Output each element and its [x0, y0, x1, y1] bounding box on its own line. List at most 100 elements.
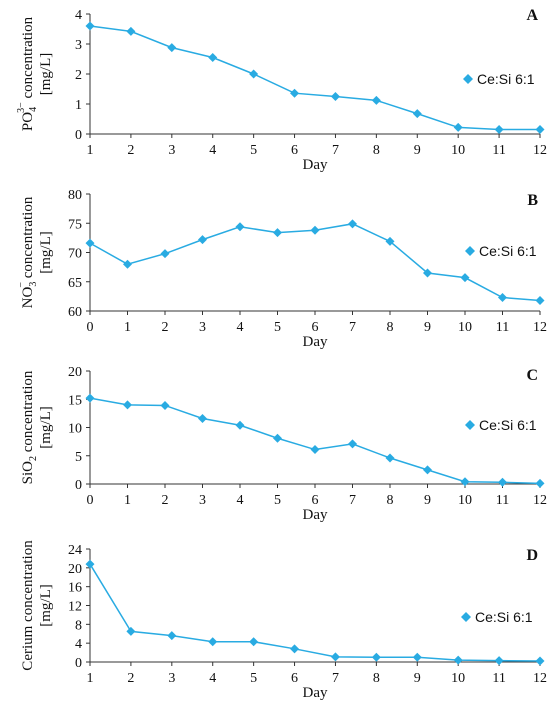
x-tick-label: 1: [87, 143, 94, 158]
y-tick-label: 12: [68, 600, 82, 615]
x-tick-label: 6: [312, 320, 319, 335]
y-tick-label: 0: [75, 656, 82, 671]
x-tick-label: 5: [250, 671, 257, 686]
legend-label: Ce:Si 6:1: [479, 243, 537, 259]
y-tick-label: 2: [75, 68, 82, 83]
data-point: [310, 445, 320, 455]
data-point: [498, 293, 507, 303]
x-tick-label: 4: [209, 671, 216, 686]
panel-letter: A: [526, 7, 538, 24]
x-tick-label: 11: [496, 493, 509, 508]
data-point: [160, 249, 170, 259]
x-tick-label: 3: [168, 143, 175, 158]
y-axis-title: PO43− concentration: [16, 16, 39, 131]
y-tick-label: 24: [68, 543, 82, 558]
data-point: [85, 393, 95, 403]
data-point: [160, 400, 170, 410]
x-tick-label: 11: [492, 143, 505, 158]
x-tick-label: 4: [237, 493, 244, 508]
x-tick-label: 1: [124, 493, 131, 508]
x-tick-label: 3: [199, 320, 206, 335]
data-point: [535, 656, 545, 666]
x-tick-label: 5: [250, 143, 257, 158]
series-line: [89, 563, 541, 662]
x-tick-label: 0: [87, 320, 94, 335]
data-point: [453, 655, 463, 665]
data-point: [235, 222, 245, 232]
y-axis-title-superscript: −: [16, 282, 27, 288]
legend-label: Ce:Si 6:1: [477, 71, 535, 87]
y-axis-unit: [mg/L]: [38, 584, 54, 627]
y-tick-label: 0: [75, 478, 82, 493]
y-tick-label: 60: [68, 305, 82, 320]
data-point: [167, 43, 177, 53]
data-point: [330, 92, 340, 101]
data-point: [498, 477, 507, 487]
y-axis-title-superscript: 3−: [16, 102, 27, 113]
y-axis-title-subscript: 3: [28, 282, 39, 287]
y-axis-title-main: PO: [20, 112, 36, 131]
data-point: [535, 478, 545, 488]
y-axis-title-subscript: 2: [28, 456, 39, 461]
y-tick-label: 1: [75, 98, 82, 113]
x-tick-label: 2: [127, 671, 134, 686]
x-tick-label: 2: [162, 320, 169, 335]
x-axis-title: Day: [303, 334, 328, 350]
x-tick-label: 1: [124, 320, 131, 335]
x-tick-label: 9: [424, 320, 431, 335]
y-axis-title-rest: concentration: [20, 540, 36, 626]
data-point: [290, 88, 300, 98]
data-point: [273, 433, 282, 443]
y-tick-label: 65: [68, 276, 82, 291]
legend-marker: [465, 246, 475, 256]
x-tick-label: 12: [533, 320, 547, 335]
data-point: [123, 400, 132, 410]
x-tick-label: 10: [451, 143, 465, 158]
data-point: [85, 559, 95, 569]
data-point: [460, 477, 470, 487]
data-point: [348, 439, 357, 449]
data-point: [198, 235, 207, 245]
y-tick-label: 4: [75, 8, 82, 23]
y-tick-label: 15: [68, 393, 82, 408]
y-axis-title-main: Cerium: [20, 625, 36, 670]
data-point: [412, 109, 422, 119]
data-point: [126, 626, 136, 636]
data-point: [385, 236, 395, 246]
y-axis-unit: [mg/L]: [38, 53, 54, 96]
y-axis-title: NO3− concentration: [16, 196, 39, 308]
data-point: [208, 53, 218, 62]
x-tick-label: 8: [387, 493, 394, 508]
data-point: [412, 652, 422, 662]
x-tick-label: 3: [168, 671, 175, 686]
data-point: [123, 259, 132, 269]
series-line: [89, 397, 541, 485]
y-axis-title-rest: concentration: [20, 196, 36, 282]
x-tick-label: 4: [237, 320, 244, 335]
x-tick-label: 6: [312, 493, 319, 508]
x-tick-label: 8: [387, 320, 394, 335]
y-tick-label: 20: [68, 562, 82, 577]
y-axis-title: SiO2 concentration: [20, 370, 39, 484]
y-axis-unit: [mg/L]: [38, 231, 54, 274]
y-tick-label: 10: [68, 422, 82, 437]
x-tick-label: 2: [127, 143, 134, 158]
x-tick-label: 4: [209, 143, 216, 158]
y-tick-label: 0: [75, 128, 82, 143]
x-tick-label: 5: [274, 493, 281, 508]
x-tick-label: 10: [458, 493, 472, 508]
y-tick-label: 70: [68, 247, 82, 262]
x-tick-label: 12: [533, 493, 547, 508]
y-axis-title-rest: concentration: [20, 370, 36, 456]
legend-label: Ce:Si 6:1: [475, 609, 533, 625]
x-tick-label: 7: [349, 493, 356, 508]
x-tick-label: 5: [274, 320, 281, 335]
data-point: [249, 69, 259, 79]
data-point: [494, 125, 504, 134]
data-point: [85, 21, 95, 31]
data-point: [453, 122, 463, 132]
y-tick-label: 20: [68, 365, 82, 380]
